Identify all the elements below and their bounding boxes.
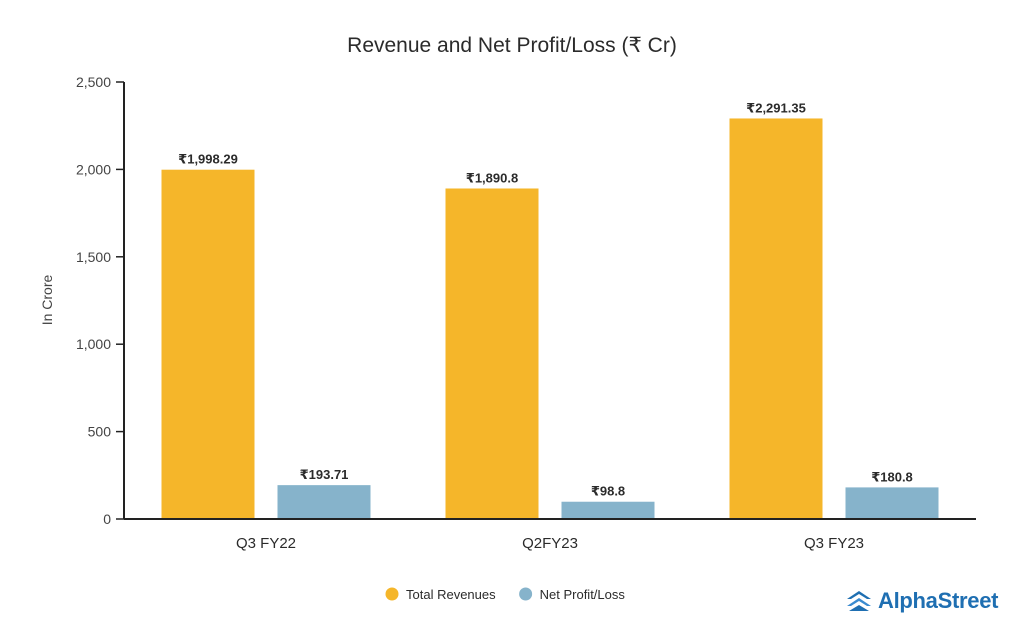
y-tick-label: 2,500: [76, 74, 111, 90]
bars-group: [161, 118, 939, 520]
legend-swatch: [519, 587, 533, 601]
bar-total-revenues: [729, 118, 823, 520]
y-axis-label: In Crore: [39, 275, 55, 326]
chart-title: Revenue and Net Profit/Loss (₹ Cr): [347, 34, 677, 57]
data-labels-group: ₹1,998.29 ₹193.71 ₹1,890.8 ₹98.8 ₹2,291.35 ₹1…: [178, 100, 913, 498]
data-label: ₹1,998.29: [178, 152, 238, 167]
data-label: ₹98.8: [591, 484, 625, 499]
bar-total-revenues: [445, 188, 539, 519]
y-axis-ticks: 0 500 1,000 1,500 2,000 2,500: [76, 74, 124, 527]
legend: Total Revenues Net Profit/Loss: [385, 587, 626, 602]
legend-swatch: [385, 587, 399, 601]
y-tick-label: 1,000: [76, 336, 111, 352]
x-tick-label: Q2FY23: [522, 535, 578, 552]
y-tick-label: 1,500: [76, 249, 111, 265]
x-tick-label: Q3 FY23: [804, 535, 864, 552]
x-axis-categories: Q3 FY22 Q2FY23 Q3 FY23: [236, 535, 864, 552]
data-label: ₹2,291.35: [746, 100, 806, 115]
bar-net-profit-loss: [277, 485, 371, 519]
brand-name: AlphaStreet: [878, 588, 999, 613]
legend-label: Net Profit/Loss: [540, 587, 626, 602]
bar-net-profit-loss: [845, 487, 939, 519]
y-tick-label: 0: [103, 511, 111, 527]
bar-net-profit-loss: [561, 501, 655, 519]
data-label: ₹1,890.8: [466, 170, 518, 185]
brand-logo: AlphaStreet: [846, 588, 998, 614]
data-label: ₹193.71: [300, 467, 349, 482]
x-tick-label: Q3 FY22: [236, 535, 296, 552]
legend-label: Total Revenues: [406, 587, 496, 602]
data-label: ₹180.8: [871, 469, 913, 484]
y-tick-label: 2,000: [76, 161, 111, 177]
y-tick-label: 500: [88, 424, 112, 440]
alphastreet-logo-icon: [847, 591, 871, 611]
bar-total-revenues: [161, 169, 255, 519]
